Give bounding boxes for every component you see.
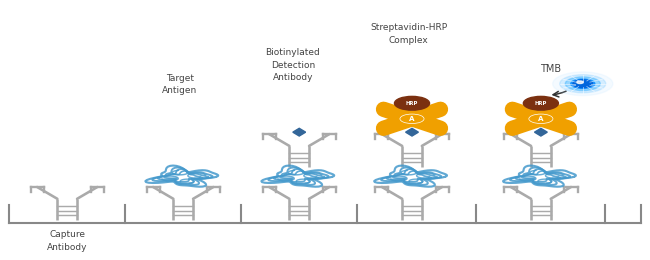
Text: HRP: HRP [406, 101, 418, 106]
Text: Streptavidin-HRP
Complex: Streptavidin-HRP Complex [370, 23, 447, 44]
Text: A: A [410, 116, 415, 122]
Text: TMB: TMB [540, 64, 561, 74]
Circle shape [573, 80, 593, 88]
Circle shape [552, 72, 613, 96]
Polygon shape [534, 128, 547, 136]
Polygon shape [292, 128, 306, 136]
Circle shape [395, 96, 430, 110]
Text: Target
Antigen: Target Antigen [162, 74, 198, 95]
Text: A: A [538, 116, 543, 122]
Circle shape [400, 114, 424, 124]
Circle shape [560, 75, 606, 93]
Circle shape [523, 96, 558, 110]
Polygon shape [406, 128, 419, 136]
Circle shape [529, 114, 553, 124]
Text: Biotinylated
Detection
Antibody: Biotinylated Detection Antibody [265, 48, 320, 82]
Text: HRP: HRP [535, 101, 547, 106]
Text: Capture
Antibody: Capture Antibody [47, 230, 88, 252]
Circle shape [571, 79, 595, 88]
Circle shape [566, 77, 601, 91]
Circle shape [577, 81, 583, 83]
